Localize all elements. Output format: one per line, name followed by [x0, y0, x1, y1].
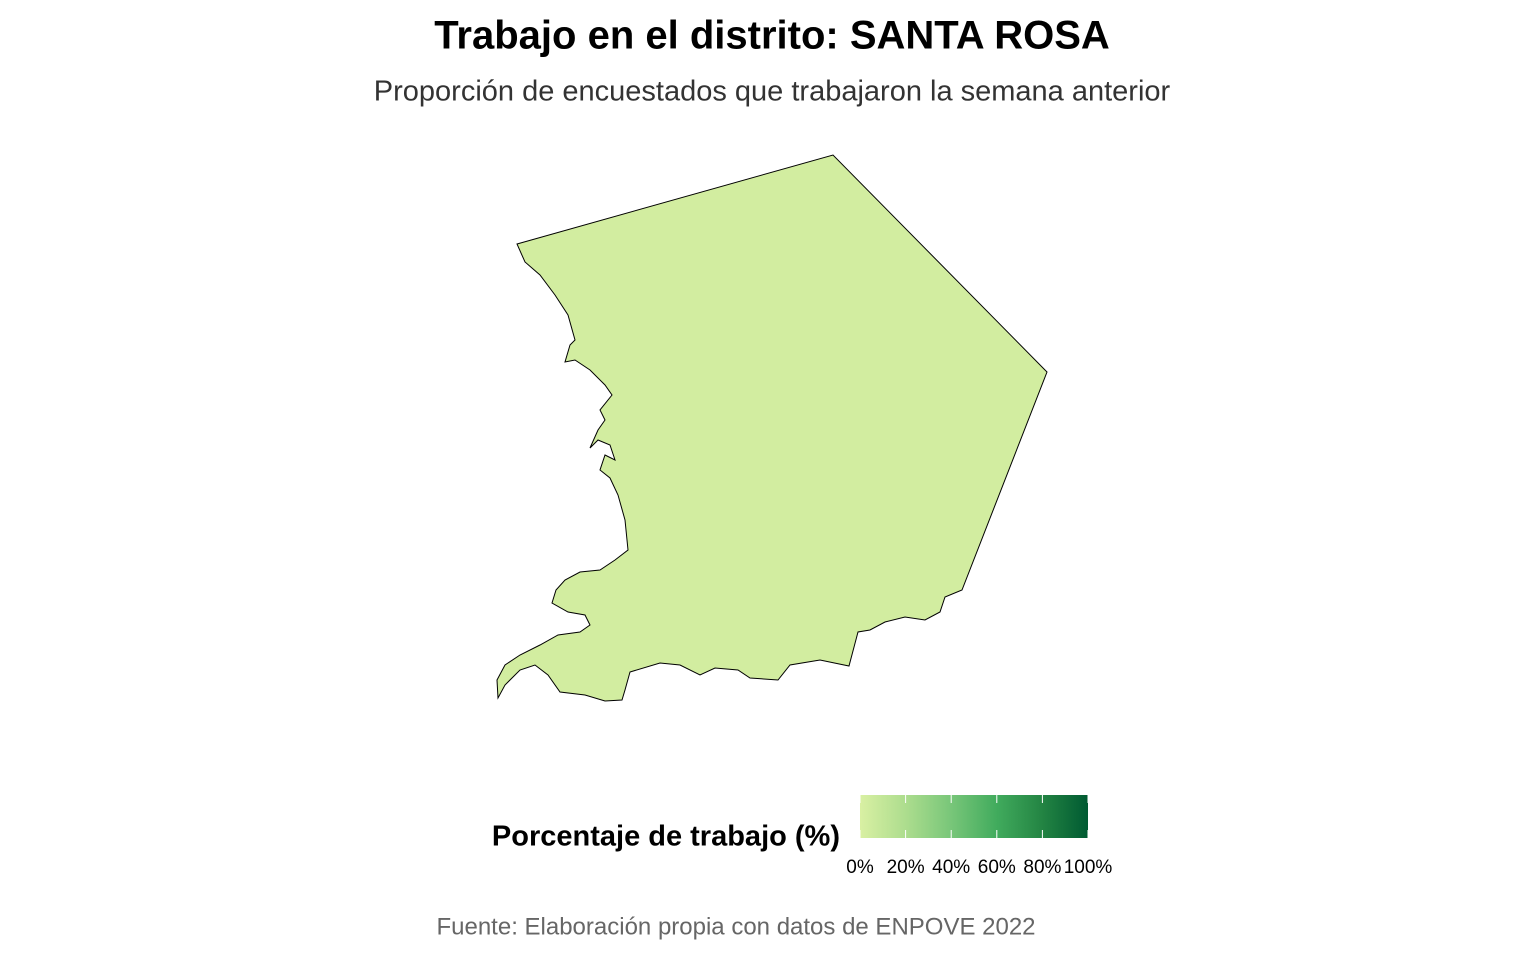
legend-tick-label: 80% — [1023, 857, 1061, 878]
legend-title: Porcentaje de trabajo (%) — [492, 821, 840, 853]
chart-title: Trabajo en el distrito: SANTA ROSA — [434, 14, 1110, 58]
legend-tick-label: 60% — [978, 857, 1016, 878]
legend-tick-label: 20% — [887, 857, 925, 878]
chart-subtitle: Proporción de encuestados que trabajaron… — [374, 76, 1171, 108]
legend-colorbar — [860, 795, 1088, 838]
caption: Fuente: Elaboración propia con datos de … — [436, 913, 1035, 940]
legend-tick-label: 100% — [1064, 857, 1113, 878]
legend-tick-label: 40% — [932, 857, 970, 878]
district-shape — [496, 154, 1048, 702]
legend-tick-label: 0% — [846, 857, 874, 878]
